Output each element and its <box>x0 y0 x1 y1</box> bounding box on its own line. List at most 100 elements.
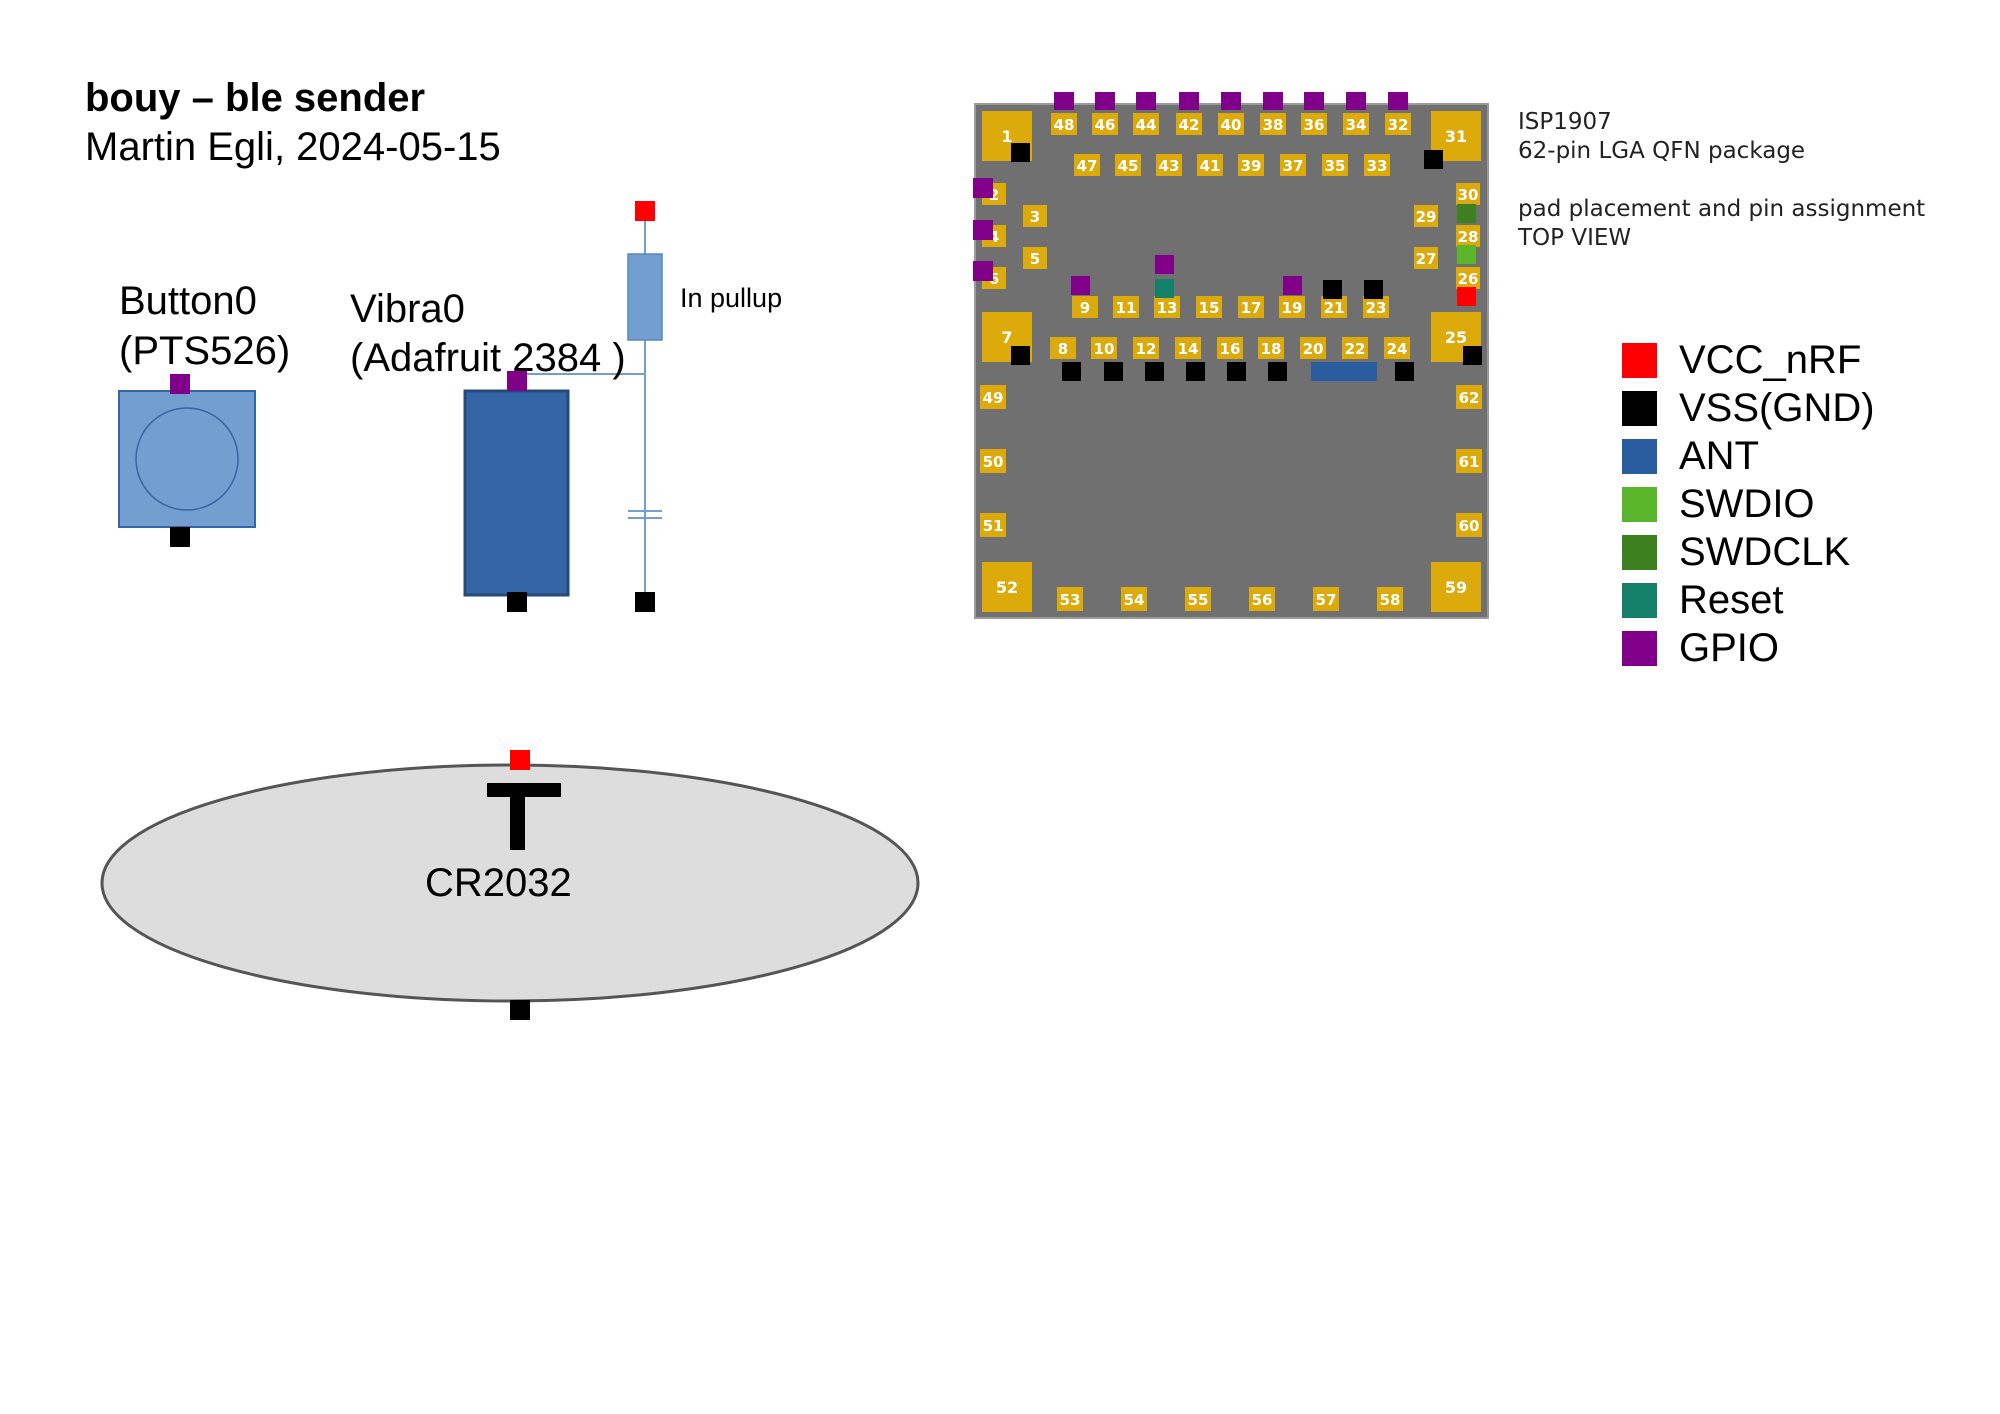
pad-52 <box>982 562 1032 612</box>
pad-61 <box>1456 449 1482 473</box>
pullup-gnd-pin <box>635 592 655 612</box>
gpio-marker-top-0 <box>1388 92 1408 110</box>
pad-number-60: 60 <box>1459 517 1480 535</box>
pad-38 <box>1260 113 1286 135</box>
vibra0-gpio-pin <box>507 371 527 391</box>
chip-view: TOP VIEW <box>1518 225 1632 251</box>
pad-number-41: 41 <box>1200 157 1221 175</box>
pad-number-55: 55 <box>1188 591 1209 609</box>
pad-number-34: 34 <box>1346 116 1367 134</box>
legend-swatch <box>1622 342 1657 378</box>
pad-number-6: 6 <box>989 270 999 288</box>
gnd-marker-pin23 <box>1364 280 1383 299</box>
battery-vcc-pin <box>510 750 530 770</box>
pad-62 <box>1456 385 1482 409</box>
pad-39 <box>1238 154 1264 176</box>
legend-item-gpio: GPIO <box>1622 624 1779 672</box>
pad-3 <box>1023 205 1047 227</box>
pad-29 <box>1414 205 1438 227</box>
pad-19 <box>1279 296 1305 318</box>
pad-30 <box>1456 183 1480 205</box>
pad-57 <box>1313 587 1339 611</box>
pad-number-38: 38 <box>1263 116 1284 134</box>
pad-54 <box>1121 587 1147 611</box>
pad-number-43: 43 <box>1159 157 1180 175</box>
gpio-marker-pin13 <box>1155 255 1174 274</box>
pad-26 <box>1456 267 1480 289</box>
chip-package: 62-pin LGA QFN package <box>1518 138 1806 164</box>
pad-number-22: 22 <box>1345 340 1366 358</box>
pad-5 <box>1023 247 1047 269</box>
pad-23 <box>1363 296 1389 318</box>
swdio-marker <box>1457 245 1476 264</box>
pad-40 <box>1218 113 1244 135</box>
legend-label: VCC_nRF <box>1679 337 1862 382</box>
swdclk-marker <box>1457 204 1476 223</box>
legend-item-swdio: SWDIO <box>1622 480 1815 528</box>
pad-47 <box>1074 154 1100 176</box>
pad-59 <box>1431 562 1481 612</box>
legend-swatch <box>1622 486 1657 522</box>
pad-55 <box>1185 587 1211 611</box>
legend-label: ANT <box>1679 433 1759 478</box>
pad-number-53: 53 <box>1060 591 1081 609</box>
pad-34 <box>1343 113 1369 135</box>
pad-number-28: 28 <box>1458 228 1479 246</box>
button0-gpio-pin <box>170 374 190 394</box>
pad-56 <box>1249 587 1275 611</box>
gnd-marker-bottom-2 <box>1145 362 1164 381</box>
gnd-marker-pin31 <box>1424 150 1443 169</box>
gnd-marker-bottom-3 <box>1186 362 1205 381</box>
pad-number-12: 12 <box>1136 340 1157 358</box>
pad-53 <box>1057 587 1083 611</box>
button0-part: (PTS526) <box>119 329 291 373</box>
pad-36 <box>1301 113 1327 135</box>
pad-number-11: 11 <box>1116 299 1137 317</box>
legend-label: VSS(GND) <box>1679 385 1875 430</box>
pad-58 <box>1377 587 1403 611</box>
gpio-marker-top-6 <box>1136 92 1156 110</box>
pad-18 <box>1258 337 1284 359</box>
ant-marker <box>1311 362 1377 381</box>
pad-number-8: 8 <box>1058 340 1068 358</box>
button0-label: Button0 <box>119 279 257 323</box>
pad-number-16: 16 <box>1220 340 1241 358</box>
pad-number-44: 44 <box>1136 116 1157 134</box>
pad-46 <box>1092 113 1118 135</box>
gpio-marker-left-1 <box>973 220 993 240</box>
legend-item-vcc-nrf: VCC_nRF <box>1622 336 1861 384</box>
chip-name: ISP1907 <box>1518 109 1612 135</box>
pad-50 <box>980 449 1006 473</box>
pad-number-50: 50 <box>983 453 1004 471</box>
pad-10 <box>1091 337 1117 359</box>
pad-number-1: 1 <box>1001 127 1012 146</box>
legend-item-swdclk: SWDCLK <box>1622 528 1850 576</box>
pad-number-27: 27 <box>1416 250 1437 268</box>
chip-body <box>974 103 1489 619</box>
gpio-marker-pin9 <box>1071 276 1090 295</box>
pad-number-36: 36 <box>1304 116 1325 134</box>
gnd-marker-bottom-0 <box>1062 362 1081 381</box>
legend-swatch <box>1622 390 1657 426</box>
button0-component <box>118 390 256 528</box>
pad-17 <box>1238 296 1264 318</box>
pad-22 <box>1342 337 1368 359</box>
gnd-marker-bottom-4 <box>1227 362 1246 381</box>
pad-49 <box>980 385 1006 409</box>
pad-60 <box>1456 513 1482 537</box>
pad-number-25: 25 <box>1445 328 1467 347</box>
gnd-marker-pin21 <box>1323 280 1342 299</box>
pad-43 <box>1156 154 1182 176</box>
pad-number-58: 58 <box>1380 591 1401 609</box>
pad-48 <box>1051 113 1077 135</box>
pad-number-62: 62 <box>1459 389 1480 407</box>
legend-label: SWDCLK <box>1679 529 1851 574</box>
isp1907-package: 1234567891011121314151617181920212223242… <box>973 92 1489 619</box>
pad-number-57: 57 <box>1316 591 1337 609</box>
page-title: bouy – ble sender <box>85 76 426 120</box>
gpio-marker-top-2 <box>1304 92 1324 110</box>
pullup-label: In pullup <box>680 283 783 313</box>
legend-item-vss-gnd: VSS(GND) <box>1622 384 1875 432</box>
pad-number-20: 20 <box>1303 340 1324 358</box>
